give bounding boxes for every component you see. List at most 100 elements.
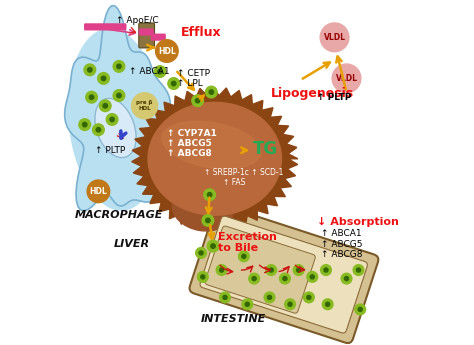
Circle shape xyxy=(206,218,210,223)
Text: HDL: HDL xyxy=(90,187,107,196)
Circle shape xyxy=(87,180,109,203)
Circle shape xyxy=(219,292,230,303)
Text: INTESTINE: INTESTINE xyxy=(201,314,266,324)
Circle shape xyxy=(103,104,108,108)
Circle shape xyxy=(249,273,259,284)
Polygon shape xyxy=(64,6,170,211)
Circle shape xyxy=(297,268,301,272)
Text: VLDL: VLDL xyxy=(324,33,346,42)
FancyBboxPatch shape xyxy=(152,34,165,40)
Text: ↓ Absorption: ↓ Absorption xyxy=(318,217,399,227)
Text: ↑ ABCA1
↑ ABCG5
↑ ABCG8: ↑ ABCA1 ↑ ABCG5 ↑ ABCG8 xyxy=(321,229,362,259)
Text: LIVER: LIVER xyxy=(114,239,150,249)
Circle shape xyxy=(208,193,212,197)
Circle shape xyxy=(154,66,166,77)
Circle shape xyxy=(117,64,121,69)
Circle shape xyxy=(252,277,256,280)
FancyBboxPatch shape xyxy=(99,24,112,30)
Circle shape xyxy=(168,78,180,89)
Circle shape xyxy=(117,93,121,98)
Circle shape xyxy=(204,189,216,200)
Circle shape xyxy=(283,277,287,280)
Circle shape xyxy=(285,299,295,309)
Circle shape xyxy=(92,124,104,136)
FancyBboxPatch shape xyxy=(205,226,315,313)
Circle shape xyxy=(303,292,314,303)
Text: TG: TG xyxy=(252,139,277,158)
Circle shape xyxy=(158,69,162,74)
Text: ↑ CYP7A1
↑ ABCG5
↑ ABCG8: ↑ CYP7A1 ↑ ABCG5 ↑ ABCG8 xyxy=(167,128,217,158)
FancyBboxPatch shape xyxy=(85,24,99,30)
Circle shape xyxy=(310,275,314,279)
Circle shape xyxy=(195,98,200,103)
Text: HDL: HDL xyxy=(158,47,176,56)
Circle shape xyxy=(84,64,96,76)
Circle shape xyxy=(238,251,249,262)
Circle shape xyxy=(211,244,215,248)
Circle shape xyxy=(324,268,328,272)
Text: Excretion
to Bile: Excretion to Bile xyxy=(218,232,277,254)
Circle shape xyxy=(216,265,227,275)
Circle shape xyxy=(192,95,203,107)
Circle shape xyxy=(267,295,272,299)
Circle shape xyxy=(198,272,208,282)
Circle shape xyxy=(242,254,246,258)
Circle shape xyxy=(332,64,361,93)
Circle shape xyxy=(341,273,352,284)
Circle shape xyxy=(206,86,217,98)
Ellipse shape xyxy=(95,98,136,158)
Circle shape xyxy=(293,265,304,275)
Circle shape xyxy=(101,76,106,81)
Circle shape xyxy=(223,295,227,299)
Circle shape xyxy=(356,268,361,272)
Circle shape xyxy=(199,251,203,255)
Circle shape xyxy=(355,304,365,315)
Circle shape xyxy=(264,292,275,303)
Text: ↑ CETP
↑ LPL: ↑ CETP ↑ LPL xyxy=(177,69,210,88)
Circle shape xyxy=(172,81,176,86)
Circle shape xyxy=(345,277,348,280)
Circle shape xyxy=(280,273,290,284)
Text: MACROPHAGE: MACROPHAGE xyxy=(74,210,163,220)
Polygon shape xyxy=(132,87,298,230)
Text: ↑ SREBP-1c ↑ SCD-1
        ↑ FAS: ↑ SREBP-1c ↑ SCD-1 ↑ FAS xyxy=(204,168,284,187)
Circle shape xyxy=(113,90,125,101)
Ellipse shape xyxy=(148,102,282,215)
Circle shape xyxy=(132,93,157,119)
Text: Lipogenesis: Lipogenesis xyxy=(271,87,355,100)
Circle shape xyxy=(155,40,178,62)
Circle shape xyxy=(202,215,214,226)
FancyBboxPatch shape xyxy=(139,29,153,35)
Circle shape xyxy=(110,117,114,122)
Circle shape xyxy=(201,275,205,279)
Circle shape xyxy=(196,248,206,258)
Text: VLDL: VLDL xyxy=(336,74,357,83)
Circle shape xyxy=(100,100,111,111)
Circle shape xyxy=(209,90,214,94)
Circle shape xyxy=(242,299,253,309)
Circle shape xyxy=(320,265,331,275)
Circle shape xyxy=(245,302,249,306)
Circle shape xyxy=(307,295,311,299)
Circle shape xyxy=(86,91,97,103)
Text: ↑ PLTP: ↑ PLTP xyxy=(318,93,352,102)
FancyBboxPatch shape xyxy=(190,205,378,343)
Circle shape xyxy=(82,122,87,127)
FancyBboxPatch shape xyxy=(200,216,367,333)
Ellipse shape xyxy=(162,121,261,169)
FancyBboxPatch shape xyxy=(139,23,155,48)
Circle shape xyxy=(266,265,276,275)
Text: Efflux: Efflux xyxy=(181,26,221,39)
Circle shape xyxy=(288,302,292,306)
Circle shape xyxy=(113,61,125,72)
Circle shape xyxy=(98,72,109,84)
Circle shape xyxy=(106,114,118,125)
Circle shape xyxy=(326,302,330,306)
Text: ↑ ABCA1: ↑ ABCA1 xyxy=(129,67,170,76)
Circle shape xyxy=(207,240,219,252)
Circle shape xyxy=(307,272,318,282)
Text: pre β
HDL: pre β HDL xyxy=(137,100,153,111)
Circle shape xyxy=(88,68,92,72)
Circle shape xyxy=(322,299,333,309)
Circle shape xyxy=(79,119,91,130)
